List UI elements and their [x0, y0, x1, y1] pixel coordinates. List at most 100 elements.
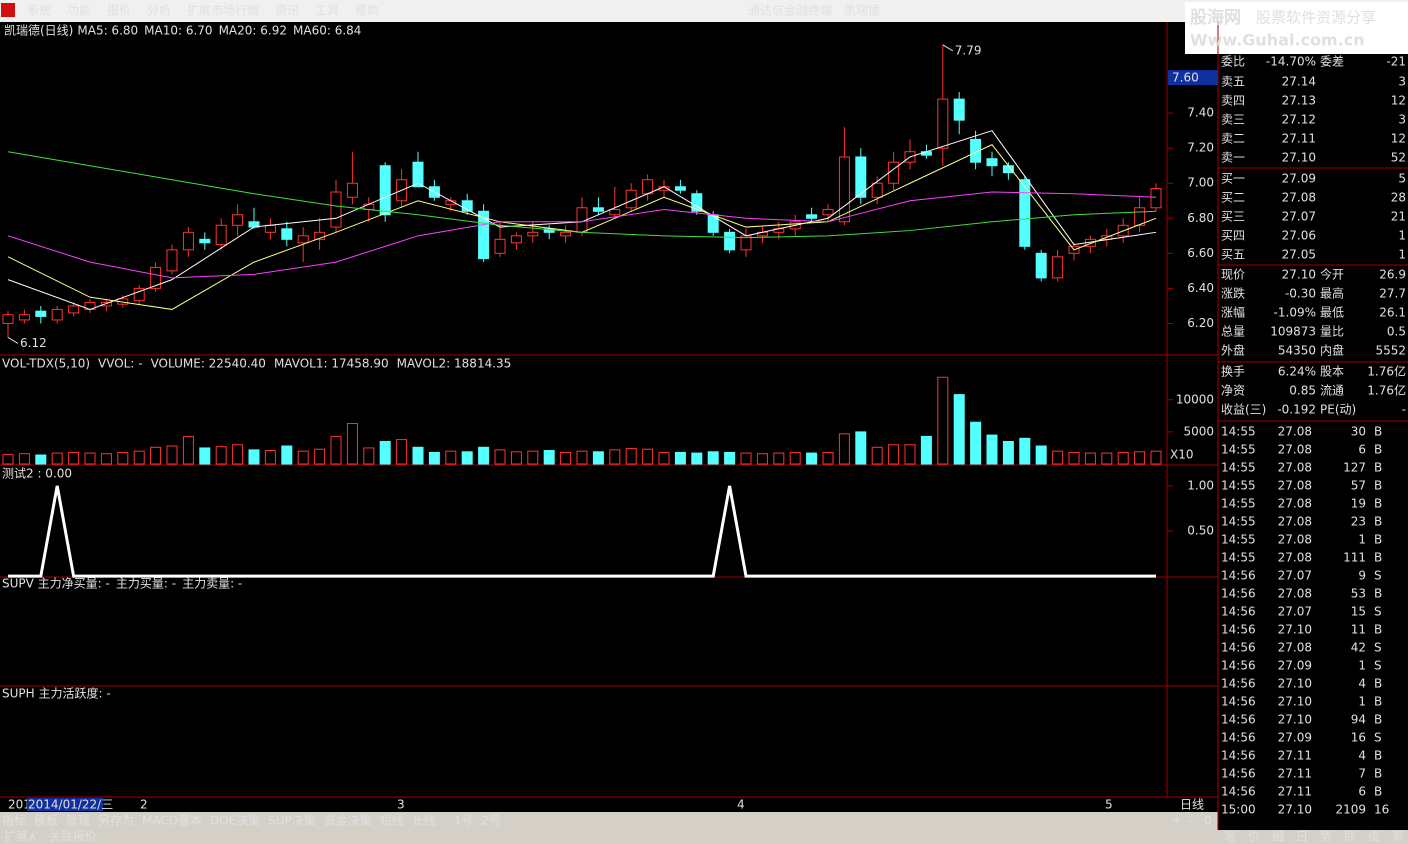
quote-value: 6.24% [1278, 365, 1316, 379]
quote-label: 涨跌 [1221, 286, 1245, 301]
volume-bar [986, 434, 998, 465]
menu-title: 通达信金融终端 [748, 3, 832, 18]
menu-item[interactable]: 资讯 [275, 4, 299, 18]
trade-volume: 4 [1358, 677, 1366, 691]
quote-label: 量比 [1320, 325, 1344, 339]
month-label: 2 [140, 798, 148, 812]
volume-bar [642, 448, 654, 465]
tab[interactable]: MACD基本 [142, 814, 202, 828]
candle-body [855, 156, 867, 198]
quote-label: 12 [1391, 94, 1406, 108]
quote-label: 换手 [1221, 365, 1245, 379]
quote-value: -1.09% [1274, 306, 1316, 320]
tab[interactable]: 指标 [2, 813, 26, 828]
quote-value: 27.13 [1282, 94, 1316, 108]
trade-time: 14:55 [1221, 443, 1256, 457]
y-tick-label: 0.50 [1187, 523, 1214, 537]
trade-side: S [1374, 659, 1382, 673]
tab[interactable]: 资金决策 [324, 813, 372, 828]
trade-volume: 6 [1358, 785, 1366, 799]
trade-time: 14:55 [1221, 497, 1256, 511]
volume-bar [838, 433, 850, 465]
quote-value: 27.10 [1282, 151, 1316, 165]
menu-item[interactable]: 帮助 [355, 4, 379, 18]
candle-body [920, 151, 932, 156]
right-tab[interactable]: 势 [1320, 830, 1332, 844]
tab[interactable]: 另存为 [98, 814, 134, 828]
tab[interactable]: 短线 [380, 814, 404, 828]
tab[interactable]: 1号 [454, 814, 474, 828]
candle-body [264, 224, 276, 233]
volume-bar [1035, 445, 1047, 465]
quote-label: 卖二 [1221, 132, 1245, 146]
quote-label: 委差 [1320, 55, 1344, 69]
quote-label: 3 [1398, 75, 1406, 89]
trade-side: B [1374, 677, 1382, 691]
volume-bar [51, 452, 63, 465]
tab[interactable]: 长线. [412, 814, 440, 828]
volume-bar [609, 449, 621, 465]
menu-item[interactable]: 工具 [315, 4, 339, 18]
menu-item[interactable]: 扩展市场行情 [187, 3, 259, 18]
menu-item[interactable]: 系统 [27, 4, 51, 18]
control[interactable]: - [1188, 814, 1192, 828]
menu-item[interactable]: 功能 [67, 4, 91, 18]
right-tab[interactable]: 值 [1368, 829, 1380, 844]
trade-volume: 6 [1358, 443, 1366, 457]
volume-header: VOLUME: 22540.40 [151, 357, 266, 371]
tab[interactable]: SUP决策 [268, 814, 316, 828]
y-tick-label: 7.20 [1187, 141, 1214, 155]
right-tab[interactable]: 笔 [1224, 829, 1236, 844]
trade-time: 14:56 [1221, 587, 1256, 601]
candle-body [166, 249, 178, 272]
status-tab[interactable]: 扩展∧ [4, 830, 37, 844]
trade-price: 27.10 [1278, 695, 1312, 709]
candle-body [68, 305, 80, 314]
tab[interactable]: 管理 [66, 813, 90, 828]
trade-price: 27.07 [1278, 605, 1312, 619]
trade-volume: 23 [1351, 515, 1366, 529]
candle-body [35, 310, 47, 317]
candle-body [461, 200, 473, 212]
volume-bar [674, 451, 686, 465]
logo-bg [1185, 2, 1408, 54]
right-tab[interactable]: 联 [1344, 830, 1356, 844]
volume-bar [396, 439, 408, 465]
right-tab[interactable]: 日 [1296, 830, 1308, 844]
candle-body [199, 238, 211, 244]
trade-volume: 42 [1351, 641, 1366, 655]
quote-label: 1 [1398, 248, 1406, 262]
candle-body [133, 287, 145, 302]
trade-volume: 2109 [1335, 803, 1366, 817]
candle-body [822, 209, 834, 216]
candle-body [150, 266, 162, 289]
right-tab[interactable]: 价 [1248, 830, 1260, 844]
tab[interactable]: 模板 [34, 814, 58, 828]
trade-price: 27.10 [1278, 713, 1312, 727]
low-label: 6.12 [20, 336, 47, 350]
menu-item[interactable]: 分析 [147, 4, 171, 18]
menu-item[interactable]: 报价 [107, 3, 131, 18]
volume-bar [1084, 452, 1096, 465]
control[interactable]: + [1172, 814, 1182, 828]
trade-volume: 94 [1351, 713, 1366, 727]
right-tab[interactable]: 细 [1272, 830, 1284, 844]
tab[interactable]: 2号 [481, 814, 501, 828]
tab[interactable]: DDE决策 [210, 814, 260, 828]
high-pointer [942, 44, 954, 52]
trade-time: 14:56 [1221, 749, 1256, 763]
quote-label: 28 [1391, 191, 1406, 205]
trade-price: 27.08 [1278, 587, 1312, 601]
control[interactable]: 0 [1204, 814, 1212, 828]
candle-body [330, 191, 342, 228]
candle-body [986, 158, 998, 167]
right-tab[interactable]: 筹 [1392, 830, 1404, 844]
candle-body [609, 209, 621, 216]
trade-volume: 7 [1358, 767, 1366, 781]
trade-side: B [1374, 443, 1382, 457]
status-tab[interactable]: 关联报价 [49, 829, 97, 844]
candle-body [346, 182, 358, 198]
candle-body [527, 231, 539, 237]
volume-bar [592, 451, 604, 465]
trade-time: 14:55 [1221, 551, 1256, 565]
